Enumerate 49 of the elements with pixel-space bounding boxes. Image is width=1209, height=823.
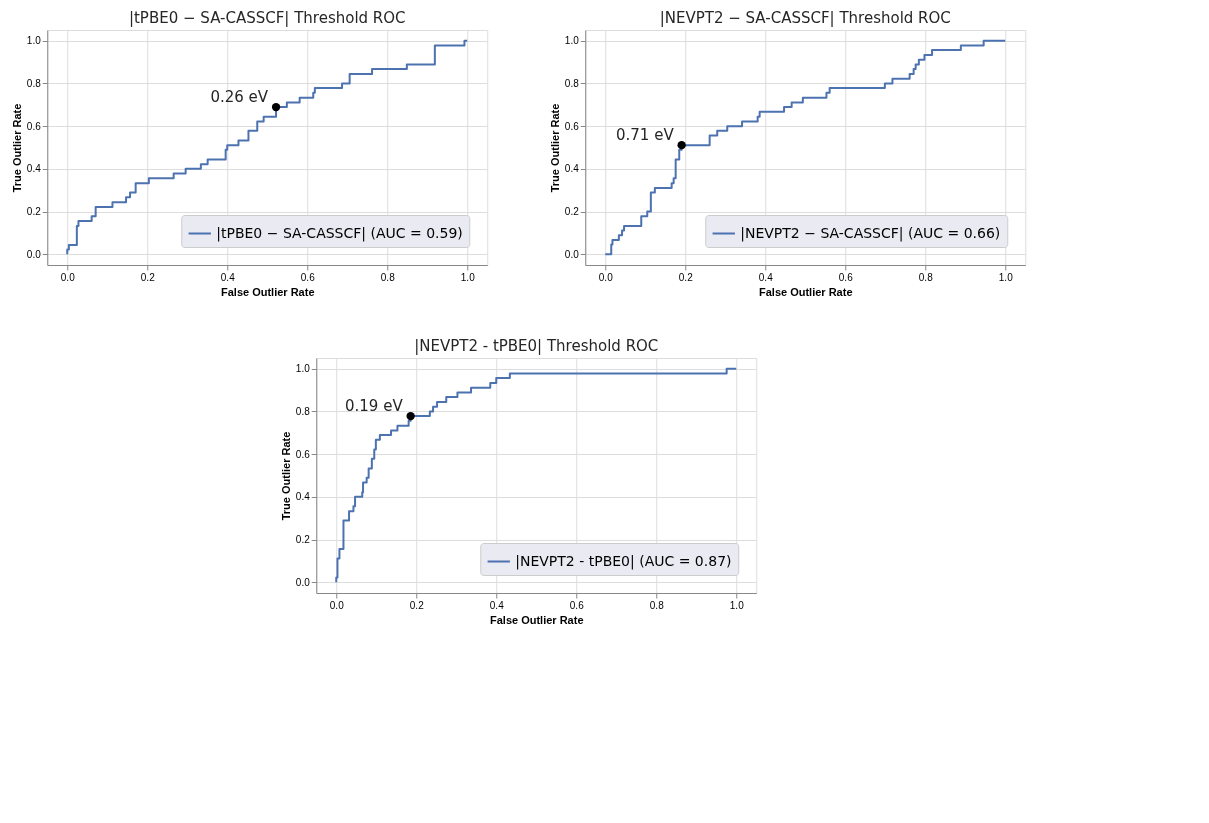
chart-title: |tPBE0 − SA-CASSCF| Threshold ROC	[128, 9, 406, 27]
x-tick-label: 0.2	[140, 271, 156, 283]
chart-title: |NEVPT2 - tPBE0| Threshold ROC	[414, 337, 659, 355]
legend-label: |tPBE0 − SA-CASSCF| (AUC = 0.59)	[216, 224, 463, 242]
x-tick-label: 0.0	[329, 599, 345, 611]
y-tick-label: 0.6	[295, 448, 311, 460]
y-tick-label: 1.0	[26, 35, 42, 47]
x-axis-title: False Outlier Rate	[489, 613, 584, 626]
y-tick-label: 1.0	[564, 35, 580, 47]
x-tick-label: 0.8	[380, 271, 396, 283]
y-tick-label: 0.0	[26, 248, 42, 260]
y-tick-label: 0.6	[564, 120, 580, 132]
y-tick-label: 0.2	[295, 534, 311, 546]
legend-label: |NEVPT2 − SA-CASSCF| (AUC = 0.66)	[740, 224, 1001, 242]
x-tick-label: 0.8	[918, 271, 934, 283]
y-axis-title: True Outlier Rate	[279, 431, 292, 521]
x-tick-label: 1.0	[998, 271, 1014, 283]
y-axis-title: True Outlier Rate	[10, 103, 23, 193]
y-tick-label: 0.0	[295, 576, 311, 588]
x-tick-label: 0.2	[678, 271, 694, 283]
x-tick-label: 0.2	[409, 599, 425, 611]
x-axis-title: False Outlier Rate	[758, 285, 853, 298]
y-tick-label: 0.4	[564, 163, 580, 175]
annotation: 0.26 eV	[210, 88, 269, 107]
y-tick-label: 0.2	[564, 206, 580, 218]
x-tick-label: 0.0	[598, 271, 614, 283]
y-tick-label: 0.8	[564, 77, 580, 89]
y-tick-label: 0.8	[26, 77, 42, 89]
y-tick-label: 0.2	[26, 206, 42, 218]
y-tick-label: 0.8	[295, 405, 311, 417]
legend-label: |NEVPT2 - tPBE0| (AUC = 0.87)	[515, 552, 732, 570]
x-tick-label: 0.4	[758, 271, 774, 283]
x-tick-label: 0.6	[838, 271, 854, 283]
x-tick-label: 0.4	[489, 599, 505, 611]
y-tick-label: 0.6	[26, 120, 42, 132]
y-tick-label: 1.0	[295, 363, 311, 375]
annotation: 0.19 eV	[344, 397, 404, 416]
x-tick-label: 1.0	[729, 599, 745, 611]
y-tick-label: 0.4	[26, 163, 42, 175]
x-tick-label: 1.0	[460, 271, 476, 283]
y-axis-title: True Outlier Rate	[548, 103, 561, 193]
y-tick-label: 0.0	[564, 248, 580, 260]
x-axis-title: False Outlier Rate	[220, 285, 315, 298]
x-tick-label: 0.4	[220, 271, 236, 283]
chart-title: |NEVPT2 − SA-CASSCF| Threshold ROC	[659, 9, 951, 27]
y-tick-label: 0.4	[295, 491, 311, 503]
annotation: 0.71 eV	[615, 126, 675, 145]
x-tick-label: 0.8	[649, 599, 665, 611]
x-tick-label: 0.0	[60, 271, 76, 283]
